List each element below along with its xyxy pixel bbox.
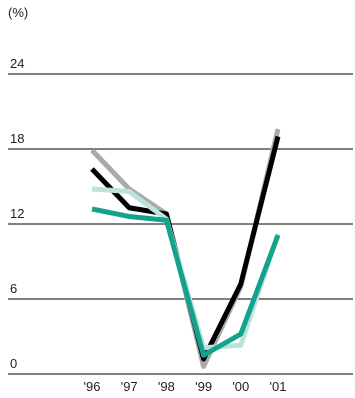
y-tick-label: 24 (10, 56, 24, 71)
gridlines (8, 73, 353, 375)
y-tick-label: 12 (10, 206, 24, 221)
x-tick-label: '98 (158, 379, 175, 394)
y-tick-label: 0 (10, 356, 17, 371)
x-tick-labels: '96 '97 '98 '99 '00 '01 (84, 379, 287, 394)
x-tick-label: '00 (232, 379, 249, 394)
x-tick-label: '99 (195, 379, 212, 394)
x-tick-label: '96 (84, 379, 101, 394)
y-tick-label: 6 (10, 281, 17, 296)
series-line-2 (90, 135, 281, 362)
x-tick-label: '97 (121, 379, 138, 394)
series-line-4 (91, 206, 281, 358)
y-tick-labels: 0 6 12 18 24 (10, 56, 24, 371)
series-lines (90, 128, 281, 369)
x-tick-label: '01 (270, 379, 287, 394)
unit-label: (%) (8, 5, 28, 20)
y-tick-label: 18 (10, 131, 24, 146)
